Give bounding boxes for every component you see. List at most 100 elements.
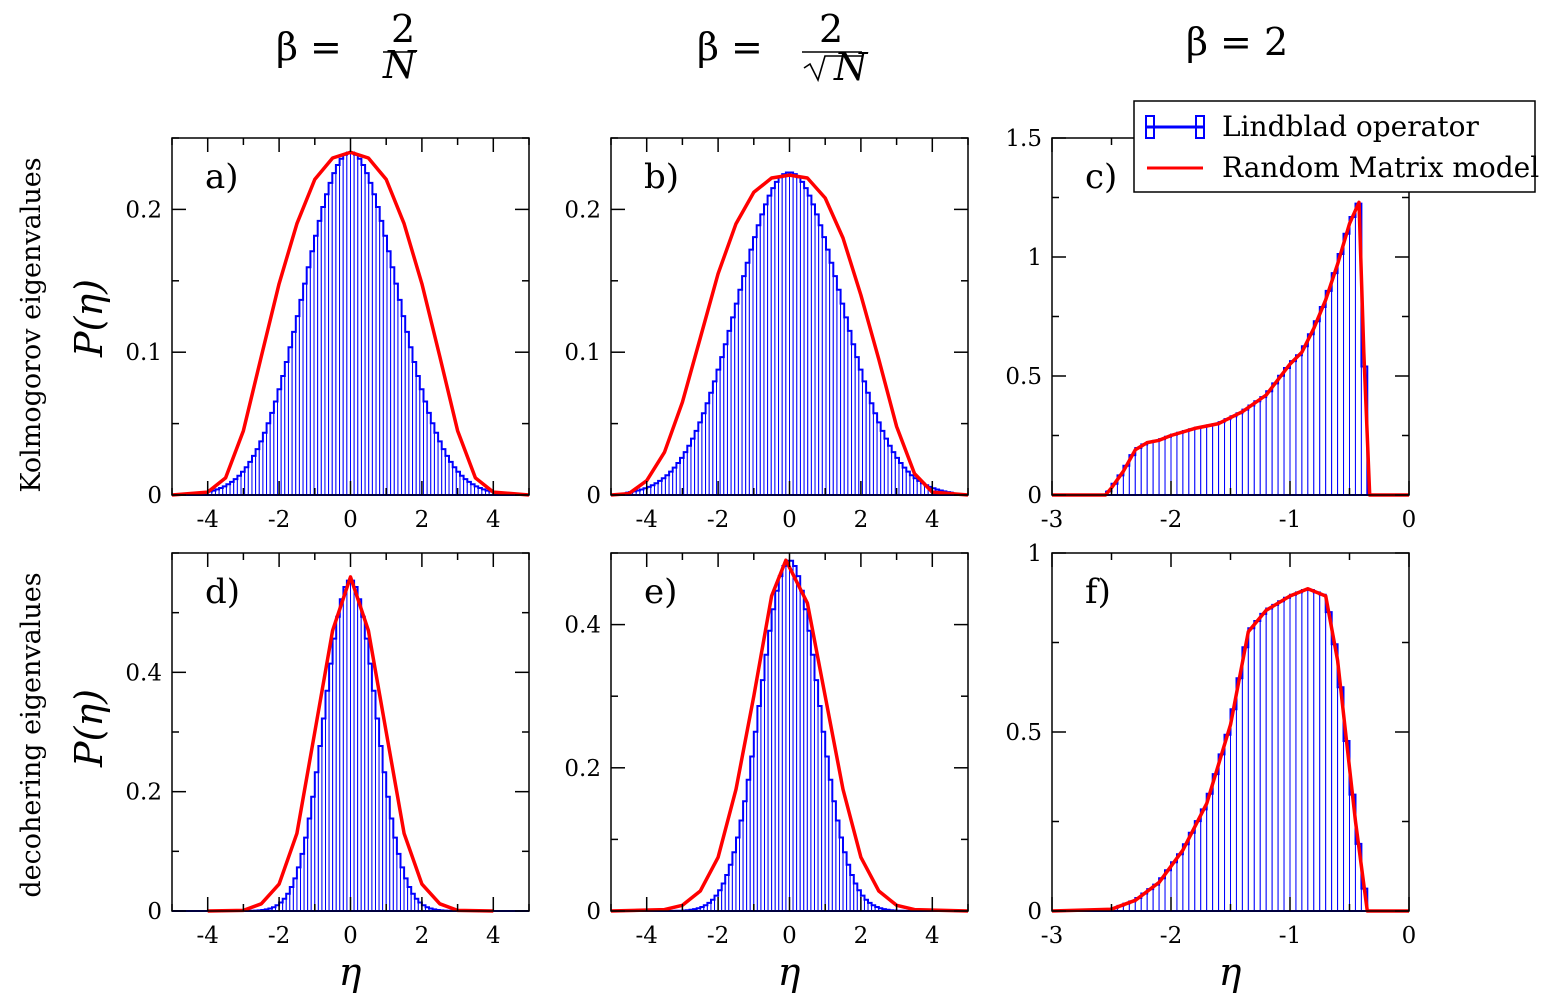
- panels: -4 -2 0 2 4 0 0.1 0.2 a) -4 -2 0 2 4 0 0.1 0.2 b) -3 -2 -1 0 0…: [125, 126, 1416, 949]
- histogram-bar: [404, 331, 410, 496]
- histogram-bar: [382, 235, 388, 496]
- histogram-bar: [1325, 611, 1333, 912]
- histogram-bar: [774, 181, 780, 496]
- model-curve: [1051, 587, 1409, 913]
- legend-rmt-label: Random Matrix model: [1222, 151, 1539, 184]
- histogram-bar: [764, 654, 769, 912]
- histogram-bar: [869, 402, 874, 496]
- histogram-bar: [357, 598, 362, 912]
- histogram-bar: [371, 690, 376, 912]
- histogram-bar: [748, 249, 754, 496]
- histogram-bar: [872, 412, 878, 496]
- y-tick-label: 0.5: [1005, 720, 1042, 746]
- histogram-bar: [716, 369, 721, 496]
- histogram-bar: [785, 560, 790, 912]
- model-curve: [610, 173, 969, 497]
- histogram-bar: [1343, 233, 1351, 496]
- col-title-1: β = 2 N: [276, 7, 418, 87]
- row-label-top: Kolmogorov eigenvalues: [16, 157, 47, 492]
- x-tick-label: -3: [1041, 923, 1063, 949]
- histogram-bar: [1146, 441, 1154, 496]
- histogram-bar: [1247, 627, 1255, 912]
- x-tick-label: -4: [635, 507, 657, 533]
- histogram-bar: [422, 401, 428, 496]
- x-tick-label: 2: [415, 923, 430, 949]
- model-curve: [1052, 200, 1409, 497]
- histogram-bar: [810, 654, 815, 912]
- histogram-bar: [317, 220, 322, 496]
- histogram-bar: [701, 412, 707, 496]
- histogram-bar: [426, 412, 432, 496]
- histogram-bar: [774, 590, 780, 912]
- histogram-bar: [778, 176, 783, 496]
- histogram-bar: [799, 181, 805, 496]
- x-tick-label: -2: [707, 923, 729, 949]
- histogram-bar: [1319, 594, 1327, 912]
- histogram-bar: [1200, 426, 1208, 496]
- histogram-bar: [686, 445, 692, 496]
- x-tick-label: 4: [925, 923, 940, 949]
- histogram-bar: [1152, 440, 1160, 496]
- histogram-bar: [350, 152, 355, 496]
- x-tick-label: -2: [268, 507, 290, 533]
- y-tick-label: 0.4: [125, 660, 162, 686]
- histogram-bar: [335, 616, 341, 912]
- panel-e: -4 -2 0 2 4 0 0.2 0.4 e): [564, 552, 969, 949]
- histogram-bar: [770, 187, 776, 496]
- y-tick-label: 0.4: [564, 613, 601, 639]
- col-title-1-den: N: [382, 43, 418, 87]
- x-tick-label: -1: [1279, 507, 1301, 533]
- legend-lindblad-label: Lindblad operator: [1222, 110, 1479, 143]
- x-tick-label: -2: [268, 923, 290, 949]
- sqrt-icon: [803, 55, 862, 83]
- legend: Lindblad operator Random Matrix model: [1133, 100, 1539, 193]
- x-tick-label: -4: [196, 923, 218, 949]
- histogram-bar: [796, 176, 801, 496]
- histogram-bar: [1224, 418, 1232, 496]
- histogram-bar: [1164, 436, 1172, 496]
- histogram-bar: [287, 346, 293, 496]
- legend-lindblad-bar-left: [1145, 115, 1155, 139]
- histogram-bar: [836, 289, 842, 496]
- histogram-bar: [858, 369, 863, 496]
- histogram-bar: [368, 182, 373, 496]
- y-tick-label: 0: [147, 899, 162, 925]
- histogram-bar: [328, 663, 334, 912]
- histogram-bar: [353, 586, 359, 912]
- histogram-bar: [360, 164, 366, 496]
- histogram-bar: [379, 220, 384, 496]
- histogram-bar: [375, 206, 381, 496]
- histogram-bar: [430, 422, 435, 496]
- histogram-bar: [339, 598, 344, 912]
- histogram-bar: [1230, 708, 1237, 912]
- histogram-bar: [1337, 253, 1345, 496]
- histogram-bar: [1313, 320, 1321, 496]
- histogram-bar: [708, 392, 714, 496]
- histogram-bar: [829, 262, 834, 496]
- x-tick-label: 0: [782, 507, 797, 533]
- histogram-bar: [1349, 216, 1356, 496]
- y-tick-label: 0.2: [564, 756, 601, 782]
- histogram-bar: [419, 388, 424, 496]
- legend-item-rmt: Random Matrix model: [1147, 151, 1539, 184]
- x-tick-label: 0: [1402, 923, 1417, 949]
- histogram-bar: [861, 380, 867, 496]
- histogram-bar: [1212, 423, 1220, 496]
- y-tick-label: 1.5: [1005, 126, 1042, 152]
- histogram-bar: [1331, 272, 1339, 496]
- histogram-bar: [1259, 613, 1267, 912]
- histogram-bar: [1200, 808, 1208, 912]
- ylabel-top: P(η): [67, 279, 111, 358]
- histogram-bar: [843, 316, 849, 496]
- histogram-bar: [705, 402, 710, 496]
- histogram-bar: [1325, 290, 1333, 496]
- xlabel-col2: η: [778, 950, 801, 994]
- histogram-bar: [364, 638, 369, 912]
- histogram-bar: [364, 172, 370, 496]
- histogram-bar: [1259, 396, 1267, 496]
- histogram-bar: [1271, 382, 1279, 496]
- col-title-2-lhs: β =: [697, 25, 763, 69]
- histogram-bar: [269, 412, 275, 496]
- histogram-bar: [1170, 434, 1178, 496]
- histogram-bar: [1230, 415, 1237, 496]
